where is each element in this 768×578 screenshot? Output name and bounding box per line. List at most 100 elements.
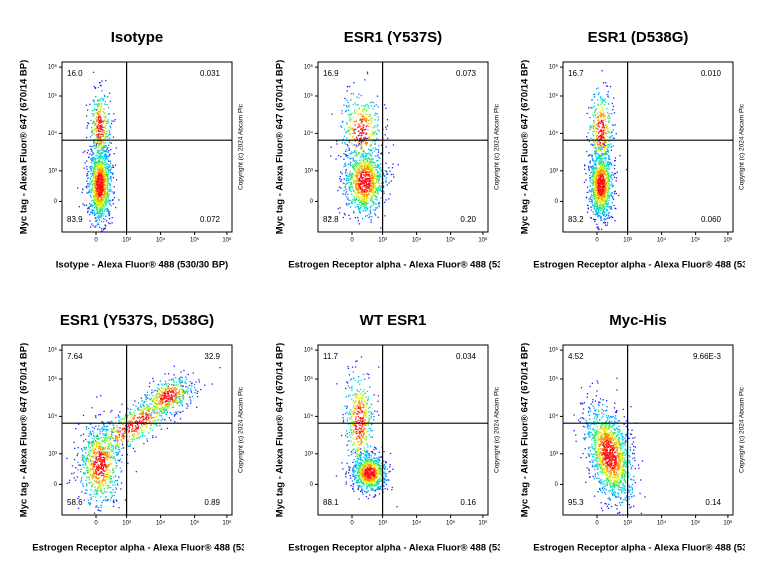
x-tick-label: 10⁵	[446, 237, 456, 244]
y-axis-label: Myc tag - Alexa Fluor® 647 (670/14 BP)	[520, 343, 531, 518]
quadrant-value: 0.20	[460, 215, 476, 224]
y-tick-label: 10³	[304, 168, 313, 174]
y-tick-label: 0	[555, 482, 559, 488]
density-cloud	[66, 365, 221, 514]
density-cloud	[583, 70, 628, 231]
x-axis-label: Estrogen Receptor alpha - Alexa Fluor® 4…	[533, 543, 752, 554]
copyright: Copyright (c) 2024 Abcam Plc	[739, 386, 746, 473]
x-axis-label: Estrogen Receptor alpha - Alexa Fluor® 4…	[32, 543, 251, 554]
quadrant-value: 0.16	[460, 498, 476, 507]
y-tick-label: 10³	[48, 168, 57, 174]
panel: ESR1 (Y537S) Myc tag - Alexa Fluor® 647 (…	[275, 29, 501, 271]
panel-title: Myc-His	[609, 312, 667, 329]
panel-title: Isotype	[111, 29, 164, 46]
panel: Isotype Myc tag - Alexa Fluor® 647 (670/1…	[19, 29, 245, 271]
x-tick-label: 10⁴	[412, 520, 422, 527]
x-tick-label: 10⁵	[446, 520, 456, 527]
quadrant-value: 11.7	[323, 352, 339, 361]
panel: WT ESR1 Myc tag - Alexa Fluor® 647 (670/1…	[275, 312, 501, 554]
x-tick-label: 0	[94, 521, 98, 527]
quadrant-value: 0.031	[200, 69, 221, 78]
x-tick-label: 10⁴	[657, 520, 667, 527]
y-tick-label: 10⁶	[304, 64, 314, 71]
plot-frame	[61, 344, 233, 516]
copyright: Copyright (c) 2024 Abcam Plc	[238, 103, 245, 190]
panel-title: ESR1 (Y537S, D538G)	[60, 312, 214, 329]
y-axis-label: Myc tag - Alexa Fluor® 647 (670/14 BP)	[275, 343, 286, 518]
density-cloud	[329, 71, 399, 229]
quadrant-value: 16.9	[323, 69, 339, 78]
y-tick-label: 10⁵	[304, 93, 314, 100]
y-tick-label: 0	[555, 199, 559, 205]
x-tick-label: 10³	[122, 238, 131, 244]
quadrant-value: 7.64	[67, 352, 83, 361]
quadrant-value: 0.14	[705, 498, 721, 507]
quadrant-value: 0.89	[204, 498, 220, 507]
copyright: Copyright (c) 2024 Abcam Plc	[739, 103, 746, 190]
x-axis-label: Isotype - Alexa Fluor® 488 (530/30 BP)	[56, 260, 228, 271]
y-tick-label: 10⁶	[304, 347, 314, 354]
y-tick-label: 10⁶	[549, 347, 559, 354]
y-axis-label: Myc tag - Alexa Fluor® 647 (670/14 BP)	[275, 60, 286, 235]
y-axis-label: Myc tag - Alexa Fluor® 647 (670/14 BP)	[19, 60, 30, 235]
quadrant-value: 32.9	[204, 352, 220, 361]
y-tick-label: 10⁶	[48, 347, 58, 354]
quadrant-value: 0.010	[701, 69, 722, 78]
panel: ESR1 (Y537S, D538G) Myc tag - Alexa Fluor…	[19, 312, 251, 554]
y-tick-label: 10⁶	[549, 64, 559, 71]
x-tick-label: 10⁵	[190, 237, 200, 244]
y-tick-label: 10³	[48, 451, 57, 457]
x-tick-label: 0	[350, 238, 354, 244]
y-tick-label: 10⁵	[48, 376, 58, 383]
y-tick-label: 10⁵	[549, 93, 559, 100]
x-tick-label: 10⁴	[156, 520, 166, 527]
y-tick-label: 10⁵	[549, 376, 559, 383]
quadrant-value: 83.9	[67, 215, 83, 224]
plot-frame	[61, 61, 233, 233]
density-cloud	[573, 377, 646, 514]
x-tick-label: 0	[350, 521, 354, 527]
y-axis-label: Myc tag - Alexa Fluor® 647 (670/14 BP)	[520, 60, 531, 235]
y-tick-label: 0	[54, 199, 58, 205]
y-tick-label: 10⁴	[549, 130, 559, 137]
y-tick-label: 10⁴	[48, 130, 58, 137]
density-cloud	[77, 71, 120, 232]
quadrant-value: 4.52	[568, 352, 584, 361]
copyright: Copyright (c) 2024 Abcam Plc	[494, 386, 501, 473]
y-tick-label: 0	[310, 199, 314, 205]
y-tick-label: 10⁵	[48, 93, 58, 100]
y-axis-label: Myc tag - Alexa Fluor® 647 (670/14 BP)	[19, 343, 30, 518]
y-tick-label: 10⁴	[549, 413, 559, 420]
x-tick-label: 10⁴	[657, 237, 667, 244]
y-tick-label: 10⁶	[48, 64, 58, 71]
quadrant-value: 88.1	[323, 498, 339, 507]
x-tick-label: 10⁶	[478, 237, 488, 244]
quadrant-value: 0.034	[456, 352, 477, 361]
quadrant-value: 0.073	[456, 69, 477, 78]
y-tick-label: 10⁴	[304, 130, 314, 137]
x-tick-label: 10⁴	[412, 237, 422, 244]
quadrant-value: 0.072	[200, 215, 221, 224]
density-cloud	[335, 356, 398, 508]
x-tick-label: 10⁶	[723, 237, 733, 244]
x-tick-label: 10³	[623, 521, 632, 527]
y-tick-label: 0	[54, 482, 58, 488]
y-tick-label: 0	[310, 482, 314, 488]
x-tick-label: 10³	[378, 238, 387, 244]
y-tick-label: 10⁴	[304, 413, 314, 420]
quadrant-value: 9.66E-3	[693, 352, 722, 361]
panel-title: WT ESR1	[360, 312, 427, 329]
x-tick-label: 0	[94, 238, 98, 244]
panel: ESR1 (D538G) Myc tag - Alexa Fluor® 647 (…	[520, 29, 746, 271]
x-tick-label: 0	[595, 521, 599, 527]
y-tick-label: 10³	[549, 451, 558, 457]
quadrant-value: 0.060	[701, 215, 722, 224]
panel: Myc-His Myc tag - Alexa Fluor® 647 (670/1…	[520, 312, 752, 554]
x-tick-label: 10³	[378, 521, 387, 527]
x-tick-label: 10⁶	[723, 520, 733, 527]
x-tick-label: 10³	[122, 521, 131, 527]
x-tick-label: 10⁵	[691, 520, 701, 527]
plot-frame	[317, 61, 489, 233]
x-tick-label: 10³	[623, 238, 632, 244]
